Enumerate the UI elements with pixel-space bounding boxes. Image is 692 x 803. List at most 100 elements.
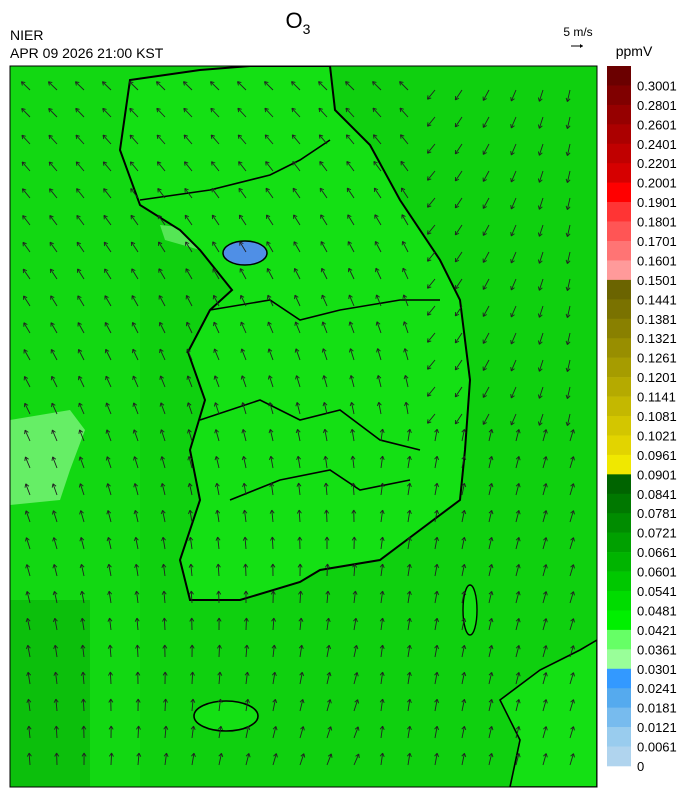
wind-arrow <box>242 536 248 550</box>
wind-arrow <box>156 107 166 118</box>
wind-arrow <box>399 107 409 118</box>
wind-arrow <box>461 617 467 631</box>
wind-arrow <box>348 348 355 361</box>
wind-arrow <box>325 590 331 604</box>
wind-arrow <box>353 644 359 658</box>
wind-arrow <box>434 725 440 739</box>
wind-arrow <box>265 161 274 172</box>
wind-arrow <box>184 187 193 199</box>
wind-arrow <box>105 456 112 469</box>
map-frame <box>9 65 598 788</box>
colorbar-label: 0.1201 <box>637 370 677 385</box>
wind-arrow <box>434 752 440 766</box>
wind-arrow <box>78 483 85 496</box>
datetime: APR 09 2026 21:00 KST <box>10 45 164 61</box>
wind-arrow <box>183 107 193 118</box>
wind-arrow <box>488 428 494 442</box>
wind-arrow <box>434 428 440 442</box>
wind-arrow <box>326 644 332 658</box>
wind-arrow <box>376 348 382 361</box>
wind-arrow <box>350 455 356 469</box>
wind-arrow <box>237 81 247 91</box>
wind-arrow <box>50 295 58 307</box>
wind-arrow <box>237 134 247 145</box>
colorbar-label: 0.1501 <box>637 273 677 288</box>
wind-arrow <box>372 81 382 91</box>
colorbar-band <box>607 104 631 125</box>
wind-arrow <box>482 116 490 128</box>
wind-arrow <box>51 483 58 496</box>
wind-arrow <box>81 752 87 766</box>
wind-arrow <box>482 89 490 101</box>
wind-arrow <box>406 671 412 685</box>
wind-arrow <box>157 188 166 199</box>
island <box>462 584 478 636</box>
wind-arrow <box>77 322 85 334</box>
wind-arrow <box>347 267 355 280</box>
wind-arrow <box>132 375 139 388</box>
wind-arrow <box>537 359 544 372</box>
wind-arrow <box>264 81 274 91</box>
colorbar-band <box>607 552 631 572</box>
wind-arrow <box>48 107 58 118</box>
wind-arrow <box>75 134 85 145</box>
wind-arrow <box>26 698 32 712</box>
wind-arrow <box>482 332 490 344</box>
wind-arrow <box>238 187 247 199</box>
wind-arrow <box>454 278 463 290</box>
wind-arrow <box>537 278 544 291</box>
wind-arrow <box>244 671 250 685</box>
wind-arrow <box>542 591 548 604</box>
wind-arrow <box>406 536 412 550</box>
wind-arrow <box>270 536 275 550</box>
wind-arrow <box>156 134 166 145</box>
wind-arrow <box>461 644 467 658</box>
wind-arrow <box>515 591 521 604</box>
wind-arrow <box>80 617 86 631</box>
wind-arrow <box>461 752 467 766</box>
wind-arrow <box>401 214 409 226</box>
wind-arrow <box>53 671 59 685</box>
wind-arrow <box>25 644 31 658</box>
wind-arrow <box>323 482 329 496</box>
colorbar-label: 0.0961 <box>637 448 677 463</box>
wind-arrow <box>238 161 247 172</box>
wind-arrow <box>264 107 274 118</box>
wind-arrow <box>565 359 571 373</box>
colorbar-band <box>607 707 631 728</box>
wind-arrow <box>238 214 247 226</box>
wind-arrow <box>78 375 85 388</box>
wind-arrow <box>25 537 31 550</box>
wind-arrow <box>510 224 517 237</box>
wind-arrow <box>406 644 412 658</box>
wind-arrow <box>216 617 222 631</box>
wind-arrow <box>217 671 223 685</box>
wind-arrow <box>49 215 58 226</box>
wind-arrow <box>322 402 328 415</box>
colorbar-band <box>607 513 631 533</box>
colorbar-band <box>607 688 631 708</box>
wind-arrow <box>52 617 58 631</box>
wind-arrow <box>565 224 571 238</box>
jeju-island <box>193 700 259 732</box>
wind-arrow <box>488 617 494 631</box>
wind-arrow <box>537 197 544 210</box>
wind-arrow <box>298 644 304 658</box>
wind-arrow <box>158 268 166 280</box>
wind-arrow <box>374 241 382 253</box>
wind-arrow <box>210 107 220 118</box>
wind-arrow <box>401 240 409 253</box>
wind-arrow <box>537 170 544 183</box>
wind-arrow <box>482 278 490 290</box>
wind-arrow <box>134 563 140 577</box>
colorbar-band <box>607 474 631 495</box>
wind-arrow <box>25 564 31 577</box>
colorbar-label: 0.0601 <box>637 565 677 580</box>
wind-arrow <box>134 617 140 631</box>
wind-arrow <box>434 617 440 631</box>
wind-arrow <box>482 305 490 317</box>
wind-arrow <box>406 698 412 712</box>
wind-arrow <box>54 725 59 739</box>
wind-arrow <box>269 509 275 523</box>
wind-arrow <box>21 161 31 172</box>
